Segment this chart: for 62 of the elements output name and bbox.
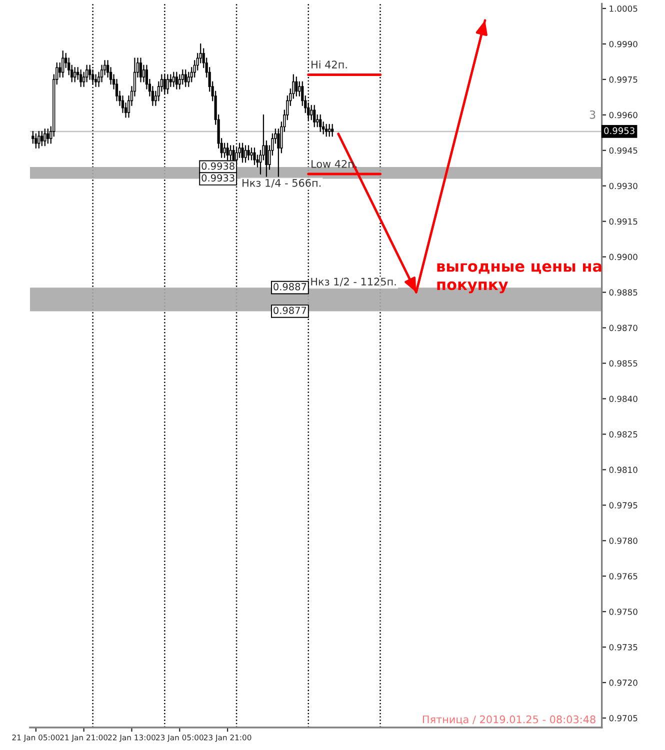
- candlestick: [44, 128, 46, 146]
- ref-line-label: 0.9953: [604, 127, 634, 134]
- candlestick: [331, 124, 334, 137]
- candlestick: [62, 50, 64, 78]
- annotation: 3: [590, 110, 596, 119]
- candlestick: [238, 142, 241, 158]
- y-tick-label: 0.9825: [609, 431, 638, 438]
- candlestick: [247, 145, 250, 160]
- annotation: выгодные цены на покупку: [437, 263, 602, 294]
- annotation: Пятница / 2019.01.25 - 08:03:48: [422, 715, 596, 725]
- candlestick: [40, 130, 44, 146]
- y-tick-label: 0.9885: [609, 289, 638, 296]
- y-tick-label: 0.9930: [609, 182, 638, 190]
- band-label: Нкз 1/2 - 1125п.: [311, 278, 396, 286]
- y-tick-label: 0.9960: [609, 112, 638, 118]
- y-tick-label: 0.9780: [609, 538, 638, 544]
- candlestick: [223, 142, 226, 158]
- candlestick: [253, 147, 256, 166]
- candlestick: [310, 104, 313, 120]
- y-tick-label: 0.9735: [609, 644, 638, 650]
- candlestick: [74, 67, 76, 82]
- candlestick: [313, 104, 316, 128]
- candlestick: [38, 130, 40, 149]
- y-tick-label: 1.0005: [610, 5, 638, 12]
- annotation: 0.9877: [274, 306, 306, 314]
- y-tick-label: 0.9705: [609, 715, 638, 722]
- y-tick-label: 0.9975: [609, 76, 638, 83]
- y-tick-label: 0.9795: [609, 502, 638, 508]
- y-tick-label: 0.9750: [609, 608, 638, 615]
- band-label: Нкз 1/4 - 566п.: [242, 178, 321, 188]
- candlestick: [295, 76, 298, 97]
- candlestick: [244, 145, 247, 163]
- candlestick: [139, 58, 142, 82]
- candlestick: [34, 133, 38, 149]
- y-tick-label: 0.9765: [609, 573, 638, 580]
- y-tick-label: 0.9900: [609, 254, 638, 260]
- candlestick: [277, 128, 280, 177]
- candlestick: [319, 114, 322, 132]
- candlestick: [328, 124, 331, 137]
- candlestick: [80, 69, 82, 88]
- annotation: 0.9887: [274, 283, 306, 290]
- y-tick-label: 0.9855: [609, 360, 638, 367]
- annotation: 0.9938: [202, 162, 234, 170]
- y-tick-label: 0.9840: [609, 396, 638, 402]
- candlestick: [169, 74, 172, 88]
- series-label: Hi 42п.: [312, 60, 347, 68]
- candlestick: [325, 124, 328, 137]
- y-tick-label: 0.9990: [609, 40, 638, 48]
- candlestick: [316, 114, 319, 128]
- y-tick-label: 0.9945: [609, 147, 638, 154]
- y-tick-label: 0.9720: [609, 680, 638, 686]
- candlestick: [184, 69, 187, 88]
- candlestick: [46, 128, 50, 144]
- candlestick: [175, 72, 178, 90]
- annotation: 0.9933: [202, 174, 234, 182]
- y-tick-label: 0.9810: [609, 466, 638, 473]
- y-tick-label: 0.9870: [609, 324, 638, 332]
- y-tick-label: 0.9915: [609, 218, 638, 225]
- candlestick: [172, 72, 175, 88]
- candlestick: [298, 81, 301, 97]
- candlestick: [250, 147, 253, 160]
- candlestick: [241, 142, 244, 163]
